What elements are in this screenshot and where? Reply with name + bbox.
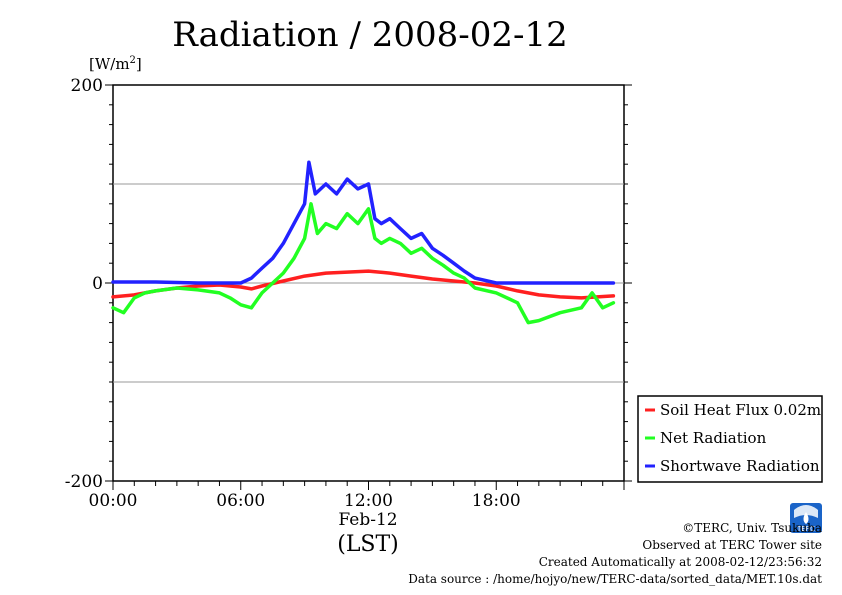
legend-box (637, 395, 823, 483)
wave-icon (794, 505, 818, 518)
legend-label: Net Radiation (660, 429, 767, 447)
legend: Soil Heat Flux 0.02m Net Radiation Shortwa… (637, 395, 823, 483)
x-axis: 00:00 06:00 12:00 18:00 (89, 481, 625, 511)
series-line (111, 160, 616, 285)
series-lines (111, 160, 616, 325)
terc-logo: TERC (790, 503, 822, 533)
x-axis-label: (LST) (337, 532, 399, 557)
series-line (111, 269, 616, 300)
chart-title: Radiation / 2008-02-12 (172, 15, 568, 55)
credit-copyright: ©TERC, Univ. Tsukuba (682, 521, 822, 535)
x-date-label: Feb-12 (338, 510, 397, 530)
credit-created: Created Automatically at 2008-02-12/23:5… (539, 555, 822, 569)
legend-label: Shortwave Radiation (660, 457, 820, 475)
legend-label: Soil Heat Flux 0.02m (660, 401, 821, 419)
y-tick-label: -200 (65, 472, 103, 492)
y-axis-unit: [W/m2] (89, 55, 142, 73)
droplet-icon (803, 512, 809, 524)
credit-observed: Observed at TERC Tower site (642, 538, 822, 552)
series-line (111, 202, 616, 325)
x-tick-label: 12:00 (344, 491, 393, 511)
y-tick-label: 0 (92, 274, 103, 294)
x-tick-label: 06:00 (216, 491, 265, 511)
y-axis: 200 0 -200 (65, 76, 632, 492)
credit-source: Data source : /home/hojyo/new/TERC-data/… (408, 572, 822, 586)
x-tick-label: 18:00 (472, 491, 521, 511)
y-tick-label: 200 (71, 76, 103, 96)
logo-text: TERC (796, 525, 815, 533)
x-tick-label: 00:00 (89, 491, 138, 511)
